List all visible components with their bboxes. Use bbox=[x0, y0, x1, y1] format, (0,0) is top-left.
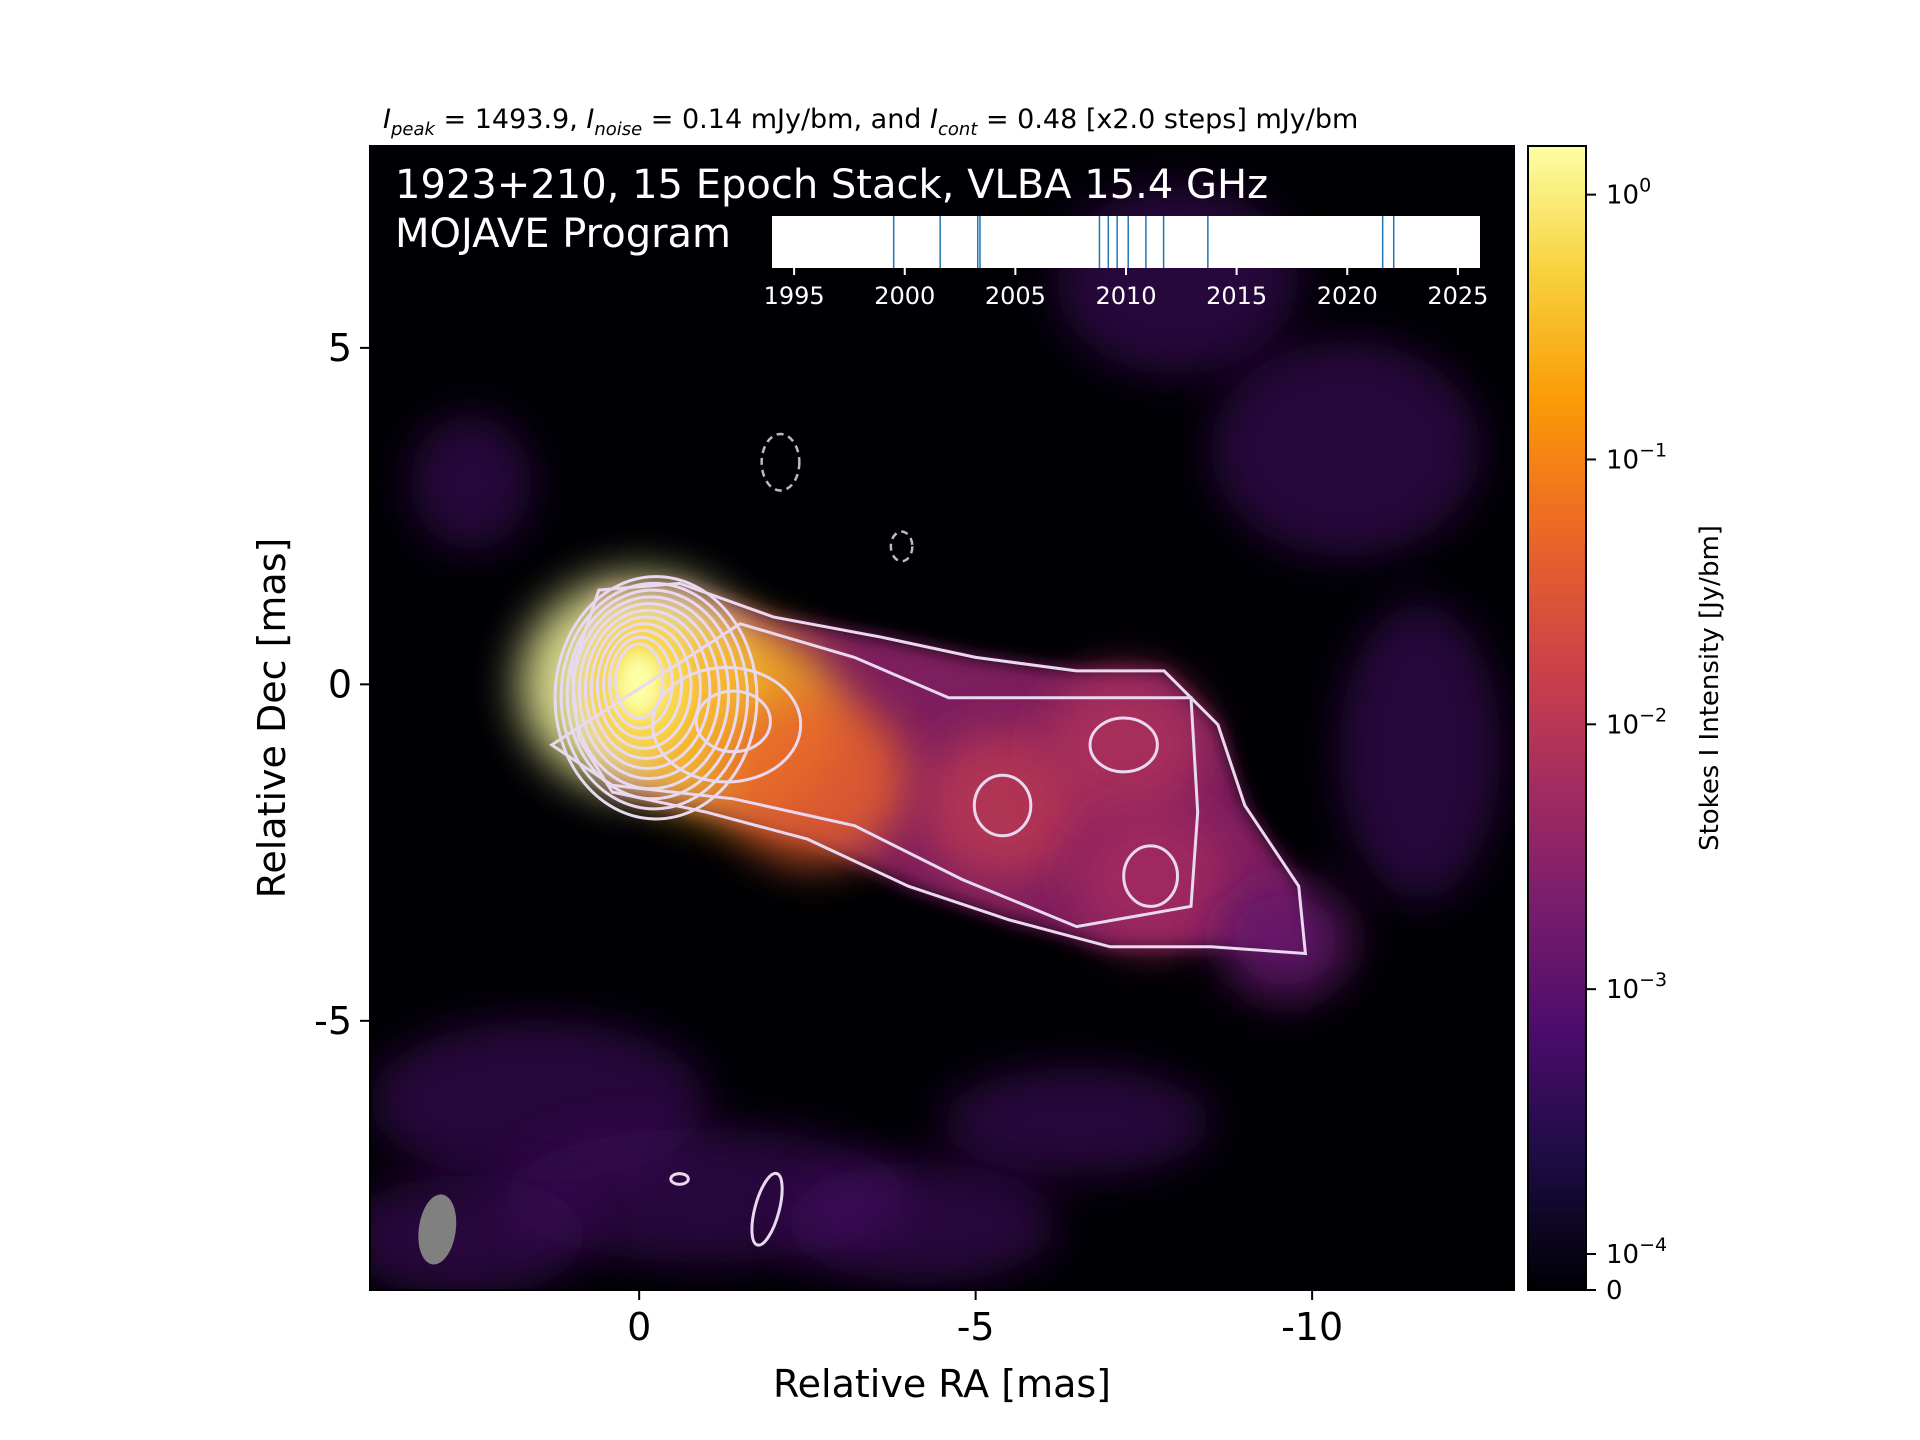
contour-outlier bbox=[669, 1172, 690, 1186]
x-axis-ticks: 0 -5 -10 bbox=[627, 1290, 1343, 1349]
noise-subscript: noise bbox=[594, 119, 642, 140]
contour-knot bbox=[972, 773, 1033, 838]
jet-component bbox=[1072, 805, 1230, 948]
epoch-tick-label: 2000 bbox=[874, 282, 935, 310]
cont-symbol: I bbox=[930, 104, 938, 135]
epoch-tick-label: 2005 bbox=[985, 282, 1046, 310]
noise-patch bbox=[942, 1067, 1212, 1176]
noise-patch bbox=[1056, 186, 1299, 375]
contour-layer bbox=[548, 432, 1308, 1247]
contour-core bbox=[614, 642, 665, 720]
contour-knot bbox=[1122, 844, 1180, 908]
noise-patch bbox=[370, 1175, 586, 1290]
beam-layer bbox=[418, 1194, 457, 1265]
x-tick-label: 0 bbox=[627, 1305, 651, 1349]
contour-inner bbox=[548, 622, 1200, 929]
core-peak bbox=[615, 650, 663, 719]
noise-patch bbox=[1211, 341, 1481, 557]
jet-component bbox=[1043, 672, 1205, 818]
epoch-tick-label: 2015 bbox=[1206, 282, 1267, 310]
jet-component bbox=[1218, 879, 1352, 1001]
y-tick-label: 5 bbox=[328, 326, 352, 370]
contour-outlier bbox=[750, 1171, 784, 1247]
colorbar-tick-label: 10−2 bbox=[1606, 704, 1667, 740]
y-tick-label: -5 bbox=[314, 999, 352, 1043]
contour-core bbox=[577, 602, 721, 781]
noise-patch bbox=[410, 415, 532, 550]
contour-negative bbox=[889, 530, 914, 563]
cont-value: = 0.48 [x2.0 steps] mJy/bm bbox=[977, 104, 1358, 135]
x-tick-label: -5 bbox=[957, 1305, 995, 1349]
contour-core bbox=[559, 581, 750, 811]
jet-component bbox=[919, 730, 1086, 881]
intensity-map bbox=[370, 186, 1501, 1290]
header-text: Ipeak = 1493.9, Inoise = 0.14 mJy/bm, an… bbox=[383, 104, 1358, 140]
contour-core bbox=[602, 629, 684, 740]
epoch-tick-label: 2020 bbox=[1317, 282, 1378, 310]
noise-symbol: I bbox=[586, 104, 594, 135]
plot-title-line2: MOJAVE Program bbox=[395, 211, 731, 257]
contour-core bbox=[565, 588, 740, 801]
contour-knot bbox=[1088, 716, 1159, 774]
contour-negative bbox=[760, 432, 801, 492]
noise-value: = 0.14 mJy/bm, and bbox=[642, 104, 930, 135]
plot-frame bbox=[369, 145, 1515, 1291]
colorbar-label: Stokes I Intensity [Jy/bm] bbox=[1695, 525, 1725, 851]
x-axis-label: Relative RA [mas] bbox=[773, 1362, 1111, 1406]
y-tick-label: 0 bbox=[328, 662, 352, 706]
x-tick-label: -10 bbox=[1281, 1305, 1343, 1349]
noise-patch bbox=[1339, 603, 1501, 900]
plot-title-line1: 1923+210, 15 Epoch Stack, VLBA 15.4 GHz bbox=[395, 162, 1268, 208]
beam-ellipse bbox=[418, 1194, 457, 1265]
cont-subscript: cont bbox=[938, 119, 978, 140]
colorbar-tick-label: 10−4 bbox=[1606, 1234, 1667, 1270]
colorbar-zero-label: 0 bbox=[1606, 1276, 1623, 1306]
y-axis-label: Relative Dec [mas] bbox=[250, 538, 294, 899]
colorbar-tick-label: 10−3 bbox=[1606, 969, 1667, 1005]
colorbar-tick-label: 10−1 bbox=[1606, 439, 1667, 475]
contour-knot bbox=[694, 689, 772, 754]
contour-outer bbox=[570, 581, 1308, 956]
colorbar-tick-label: 100 bbox=[1606, 175, 1651, 211]
contour-knot bbox=[651, 666, 803, 784]
noise-patch bbox=[787, 1162, 1057, 1284]
contour-core bbox=[589, 615, 702, 760]
contour-core bbox=[595, 622, 693, 750]
epoch-inset-background bbox=[772, 216, 1480, 268]
contour-core bbox=[608, 635, 674, 730]
y-axis-ticks: 5 0 -5 bbox=[314, 326, 370, 1043]
contour-core bbox=[583, 608, 712, 770]
epoch-tick-label: 2025 bbox=[1427, 282, 1488, 310]
epoch-tick-label: 1995 bbox=[764, 282, 825, 310]
colorbar-ticks: 100 10−1 10−2 10−3 10−4 0 bbox=[1586, 175, 1667, 1306]
epoch-tick-label: 2010 bbox=[1095, 282, 1156, 310]
epoch-timeline-inset: 1995 2000 2005 2010 2015 2020 2025 bbox=[764, 216, 1488, 310]
peak-symbol: I bbox=[383, 104, 391, 135]
peak-value: = 1493.9, bbox=[435, 104, 586, 135]
peak-subscript: peak bbox=[390, 119, 437, 140]
colorbar bbox=[1527, 145, 1587, 1291]
